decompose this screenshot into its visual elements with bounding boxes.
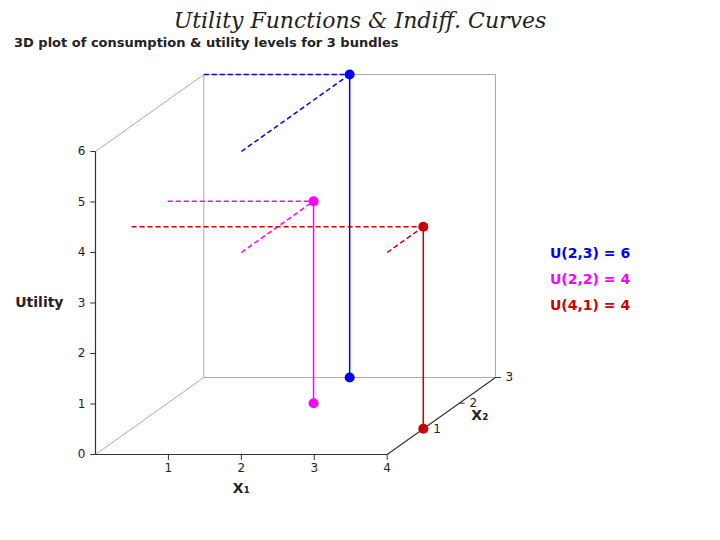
svg-text:0: 0 — [78, 447, 86, 461]
svg-text:1: 1 — [433, 422, 441, 436]
svg-text:1: 1 — [165, 461, 173, 475]
svg-text:2: 2 — [469, 396, 477, 410]
svg-text:2: 2 — [78, 346, 86, 360]
html-text:3D plot of consumption & utili: 3D plot of consumption & utility levels … — [14, 35, 399, 50]
svg-text:3: 3 — [78, 296, 86, 310]
svg-text:4: 4 — [78, 245, 86, 259]
html-text:U(2,2) = 4: U(2,2) = 4 — [550, 271, 631, 287]
html-text:Utility Functions & Indiff. Cu: Utility Functions & Indiff. Curves — [173, 8, 547, 33]
svg-text:6: 6 — [78, 144, 86, 158]
svg-text:2: 2 — [238, 461, 246, 475]
svg-text:4: 4 — [383, 461, 391, 475]
svg-text:3: 3 — [506, 370, 514, 384]
svg-text:X₁: X₁ — [233, 480, 250, 496]
svg-text:5: 5 — [78, 195, 86, 209]
svg-text:3: 3 — [310, 461, 318, 475]
svg-text:Utility: Utility — [15, 294, 63, 310]
svg-text:1: 1 — [78, 397, 86, 411]
svg-text:X₂: X₂ — [471, 407, 488, 423]
html-text:U(2,3) = 6: U(2,3) = 6 — [550, 245, 631, 261]
html-text:U(4,1) = 4: U(4,1) = 4 — [550, 297, 631, 313]
